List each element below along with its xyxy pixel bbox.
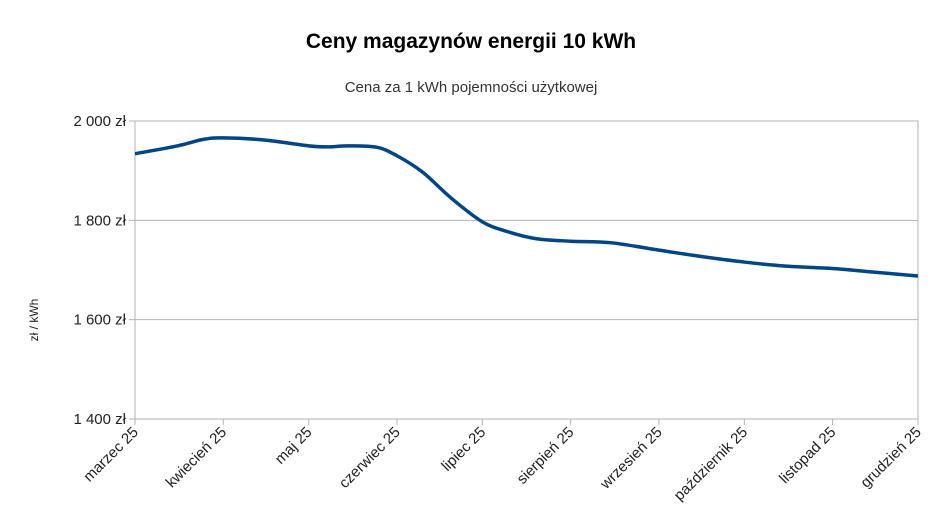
x-tick-label: listopad 25 [776, 424, 839, 487]
y-tick-label: 1 600 zł [73, 312, 126, 329]
y-axis-ticks: 1 400 zł 1 600 zł 1 800 zł 2 000 zł [73, 113, 135, 428]
x-tick-label: maj 25 [272, 424, 316, 468]
gridlines [134, 120, 919, 425]
y-tick-label: 1 400 zł [73, 411, 126, 428]
y-tick-label: 1 800 zł [73, 212, 126, 229]
x-tick-label: wrzesień 25 [596, 424, 665, 493]
x-tick-label: lipiec 25 [438, 424, 489, 475]
x-tick-label: sierpień 25 [514, 424, 578, 488]
x-tick-label: kwiecień 25 [163, 424, 230, 491]
y-tick-label: 2 000 zł [73, 113, 126, 130]
x-tick-label: grudzień 25 [857, 424, 924, 491]
x-axis-ticks: marzec 25 kwiecień 25 maj 25 czerwiec 25 lip… [80, 419, 925, 504]
y-axis-label: zł / kWh [27, 299, 41, 342]
series-group [134, 136, 919, 278]
series-line [134, 136, 919, 278]
x-tick-label: czerwiec 25 [336, 424, 404, 492]
x-tick-label: marzec 25 [80, 424, 142, 486]
x-tick-label: październik 25 [671, 424, 751, 504]
chart-title: Ceny magazynów energii 10 kWh [306, 30, 636, 53]
chart-subtitle: Cena za 1 kWh pojemności użytkowej [345, 79, 598, 96]
